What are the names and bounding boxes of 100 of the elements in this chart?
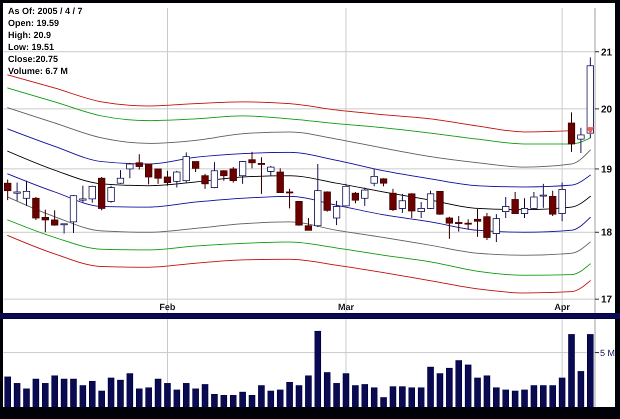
bar	[502, 390, 510, 407]
bar	[427, 366, 434, 407]
bar	[324, 372, 330, 407]
bar	[446, 368, 453, 407]
candlestick	[361, 187, 368, 206]
bar	[88, 380, 96, 407]
bar	[370, 387, 378, 407]
bar	[117, 380, 124, 407]
candlestick	[258, 156, 266, 194]
bar	[399, 386, 406, 407]
candlestick	[446, 216, 453, 240]
candlestick	[210, 162, 218, 189]
bar	[126, 373, 134, 407]
candlestick	[32, 196, 40, 220]
bar	[587, 334, 594, 407]
bar	[455, 360, 462, 407]
candlestick	[164, 170, 172, 186]
bar	[521, 390, 528, 407]
bar	[60, 378, 68, 407]
bar	[549, 385, 556, 407]
bar	[182, 383, 190, 407]
bar	[192, 388, 199, 407]
bar	[408, 387, 416, 407]
candlestick	[4, 178, 12, 201]
line-series	[7, 173, 591, 233]
y-tick-label: 21	[601, 47, 613, 58]
line-series	[7, 107, 591, 168]
bar	[14, 383, 20, 407]
bar	[418, 387, 424, 407]
candlestick	[455, 216, 462, 232]
annotation: Open: 19.59	[8, 18, 60, 28]
bar	[258, 385, 265, 407]
candlestick	[464, 218, 472, 230]
bar	[268, 390, 274, 407]
line-series	[7, 234, 591, 294]
line-series	[7, 88, 591, 144]
bar	[436, 373, 444, 407]
bar	[4, 376, 11, 407]
bar	[80, 385, 86, 407]
bar	[493, 387, 500, 407]
bar	[202, 384, 208, 407]
candlestick	[22, 180, 30, 206]
bar	[239, 392, 246, 407]
bar	[512, 390, 518, 407]
y-tick-label: 20	[601, 104, 613, 116]
bar	[211, 394, 218, 407]
bar	[154, 378, 162, 407]
line-series	[7, 219, 591, 276]
bar	[276, 390, 284, 407]
candlestick	[426, 190, 434, 210]
y-tick-label: 5 M	[600, 348, 616, 358]
candlestick	[474, 208, 482, 238]
candlestick	[483, 212, 491, 241]
bar	[540, 385, 547, 407]
bar	[23, 388, 30, 407]
candlestick	[79, 185, 87, 204]
candlestick	[88, 185, 96, 204]
bar	[230, 395, 237, 407]
candlestick	[192, 161, 200, 173]
x-tick-label: Feb	[159, 302, 176, 312]
line-series	[7, 196, 591, 256]
bar	[314, 330, 322, 407]
candlestick	[511, 191, 519, 214]
candlestick	[107, 185, 115, 204]
candlestick	[238, 160, 246, 184]
annotation: Close:20.75	[8, 54, 58, 64]
annotation: As Of: 2005 / 4 / 7	[8, 6, 83, 16]
bar	[145, 387, 152, 407]
candlestick	[568, 112, 576, 152]
candlestick	[389, 188, 397, 212]
bar	[286, 382, 293, 407]
bar	[352, 385, 359, 407]
candlestick	[577, 127, 585, 154]
annotation: Low: 19.51	[8, 42, 54, 52]
candlestick	[502, 196, 510, 219]
bar	[342, 373, 350, 407]
candlestick	[173, 170, 180, 188]
annotation: High: 20.9	[8, 30, 52, 40]
candlestick	[549, 190, 556, 217]
bar	[333, 383, 340, 407]
bar	[42, 383, 49, 407]
annotation: Volume: 6.7 M	[8, 66, 68, 76]
bar	[380, 397, 387, 407]
bar	[474, 378, 481, 407]
candlestick	[408, 192, 416, 219]
candlestick	[126, 162, 134, 179]
bar	[296, 385, 302, 407]
bar	[220, 395, 228, 407]
bar	[305, 375, 312, 407]
candlestick	[276, 168, 284, 194]
bar	[136, 388, 143, 407]
y-tick-label: 18	[601, 228, 613, 239]
bar	[51, 375, 58, 407]
candlestick	[51, 210, 58, 226]
bar	[464, 364, 472, 407]
candlestick	[540, 183, 547, 208]
bar	[70, 378, 77, 407]
y-tick-label: 17	[601, 294, 613, 306]
candlestick	[154, 168, 162, 184]
bar	[568, 334, 575, 407]
